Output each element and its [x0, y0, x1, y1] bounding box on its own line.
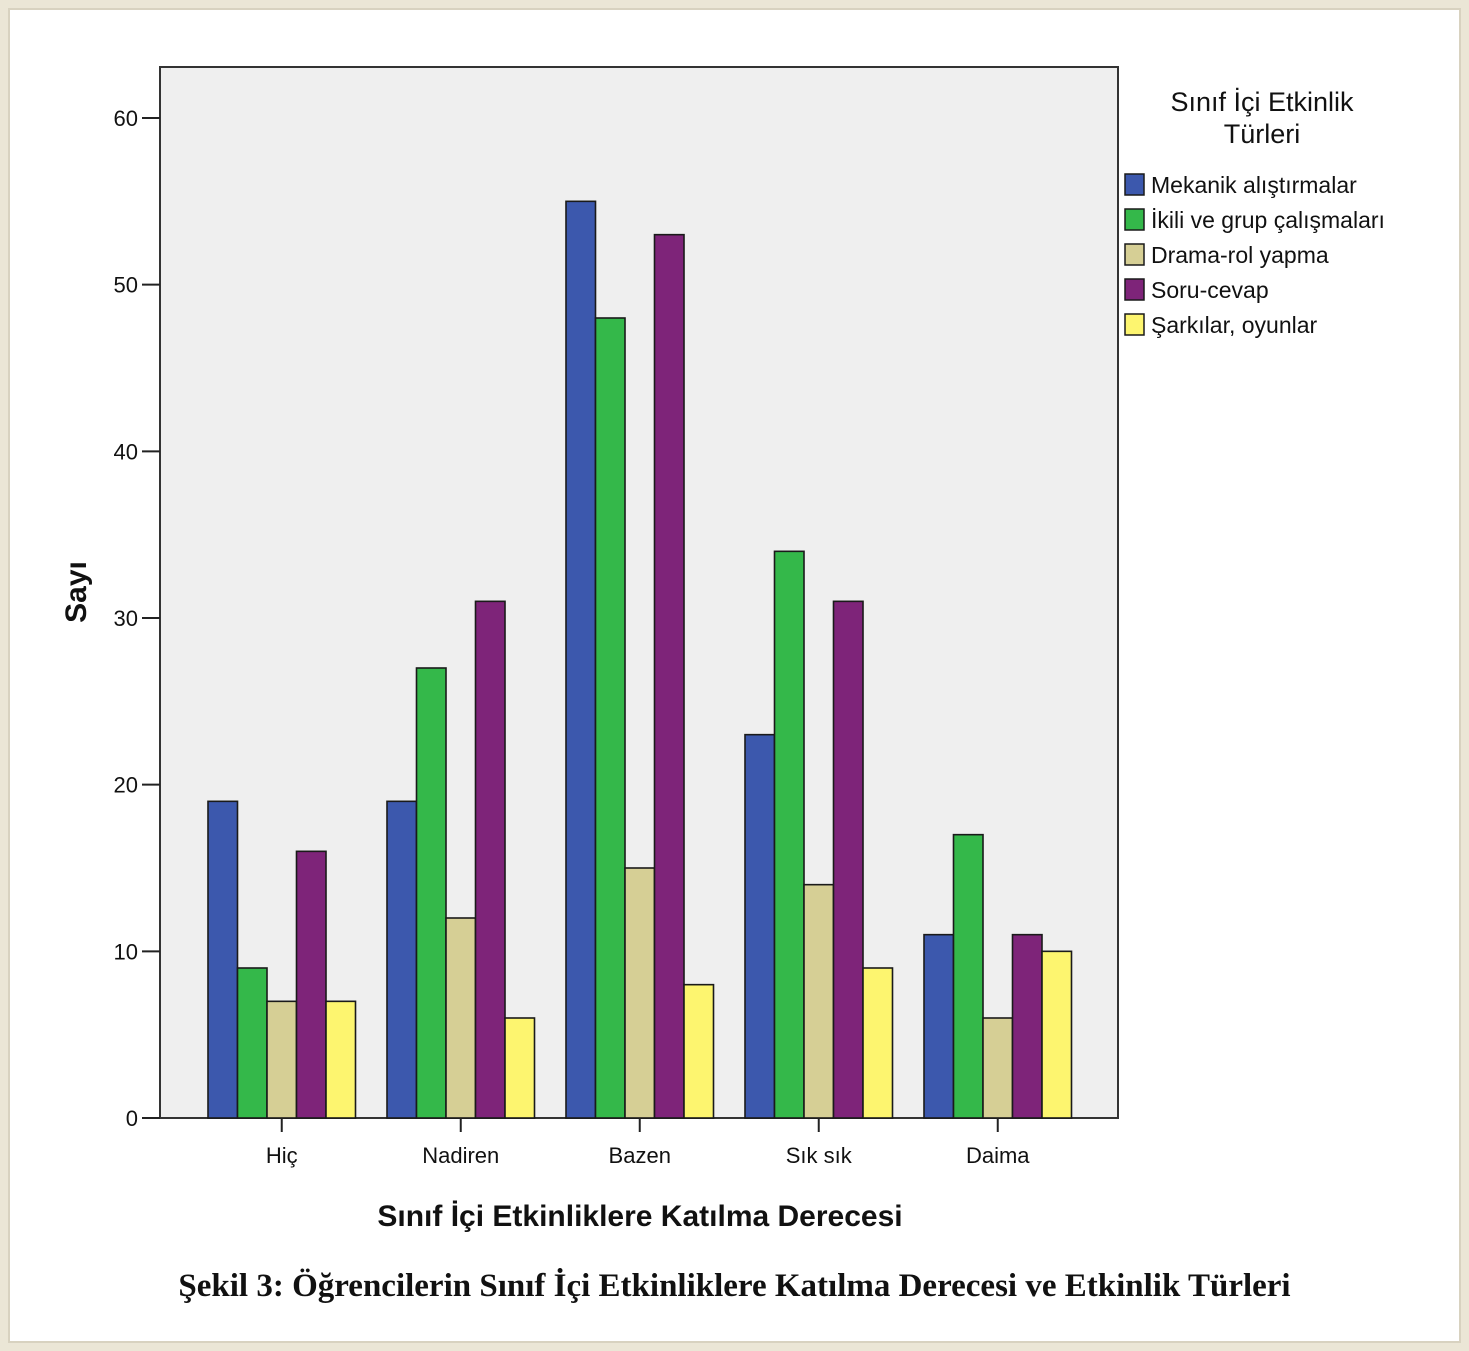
bar — [1041, 950, 1073, 1119]
legend-label: Şarkılar, oyunlar — [1151, 312, 1318, 338]
legend-label: İkili ve grup çalışmaları — [1151, 207, 1385, 233]
y-tick-label: 60 — [114, 106, 138, 131]
bar — [445, 917, 477, 1119]
x-tick-label: Bazen — [609, 1143, 671, 1168]
bar — [624, 867, 656, 1119]
legend-title-line: Sınıf İçi Etkinlik — [1170, 86, 1354, 117]
bar-chart: 0 10 20 30 40 50 60 Hiç Nadiren Bazen Sık sık Daim… — [60, 66, 1385, 1233]
bar — [594, 317, 626, 1119]
y-tick-label: 20 — [114, 773, 138, 798]
bar — [207, 800, 239, 1119]
bar — [982, 1017, 1014, 1119]
y-axis-title: Sayı — [60, 561, 93, 623]
bar — [832, 600, 864, 1119]
bar — [565, 200, 597, 1119]
bar — [295, 850, 327, 1119]
x-tick-label: Nadiren — [422, 1143, 499, 1168]
y-tick-label: 40 — [114, 439, 138, 464]
bar — [773, 550, 805, 1119]
bar — [386, 800, 418, 1119]
legend-swatch — [1124, 208, 1145, 231]
y-tick-label: 10 — [114, 939, 138, 964]
legend-label: Mekanik alıştırmalar — [1151, 172, 1357, 198]
legend: Sınıf İçi Etkinlik Türleri Mekanik alışt… — [1124, 86, 1385, 338]
bar — [1011, 933, 1043, 1119]
bar — [923, 933, 955, 1119]
x-tick-label: Sık sık — [786, 1143, 853, 1168]
legend-label: Drama-rol yapma — [1151, 242, 1329, 268]
legend-swatch — [1124, 243, 1145, 266]
y-axis: 0 10 20 30 40 50 60 — [114, 106, 160, 1131]
y-tick-label: 0 — [126, 1106, 138, 1131]
bar — [952, 833, 984, 1119]
x-tick-label: Daima — [966, 1143, 1030, 1168]
figure-caption: Şekil 3: Öğrencilerin Sınıf İçi Etkinlik… — [178, 1268, 1291, 1304]
bar — [236, 967, 268, 1119]
bar — [744, 733, 776, 1119]
bars — [207, 200, 1073, 1119]
bar — [415, 667, 447, 1119]
y-tick-label: 50 — [114, 273, 138, 298]
bar — [325, 1000, 357, 1119]
legend-title-line: Türleri — [1224, 119, 1301, 149]
legend-swatch — [1124, 173, 1145, 196]
legend-swatch — [1124, 313, 1145, 336]
bar — [862, 967, 894, 1119]
bar — [653, 233, 685, 1119]
y-tick-label: 30 — [114, 606, 138, 631]
bar — [266, 1000, 298, 1119]
bar — [803, 883, 835, 1119]
bar — [683, 983, 715, 1119]
legend-swatch — [1124, 278, 1145, 301]
bar — [504, 1017, 536, 1119]
legend-label: Soru-cevap — [1151, 277, 1269, 303]
x-axis: Hiç Nadiren Bazen Sık sık Daima — [266, 1118, 1030, 1168]
x-tick-label: Hiç — [266, 1143, 298, 1168]
x-axis-title: Sınıf İçi Etkinliklere Katılma Derecesi — [377, 1200, 902, 1233]
bar — [474, 600, 506, 1119]
